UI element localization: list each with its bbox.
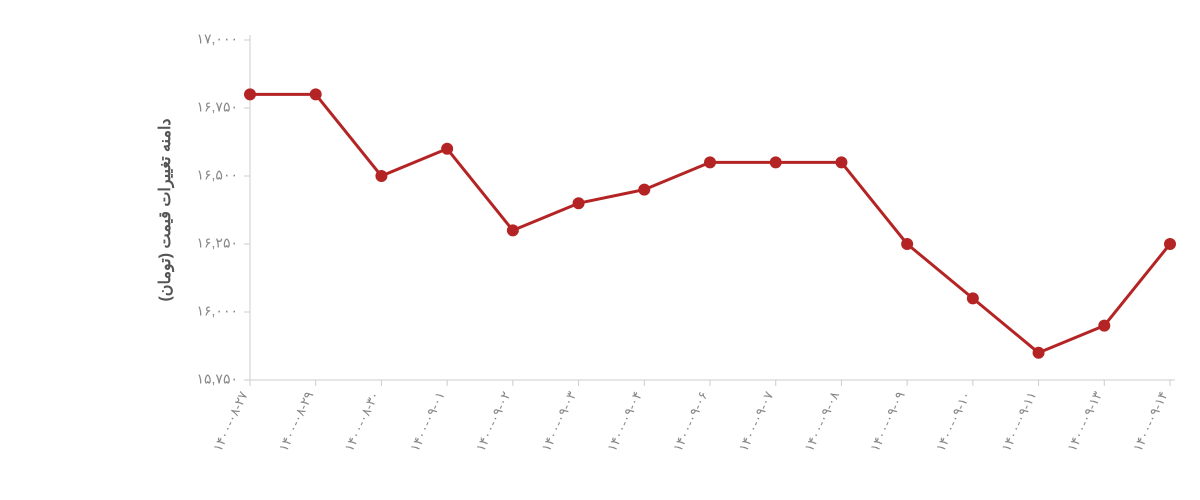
data-point[interactable] — [310, 89, 321, 100]
data-point[interactable] — [770, 157, 781, 168]
data-point[interactable] — [245, 89, 256, 100]
y-tick-label: ۱۶,۷۵۰ — [197, 99, 239, 115]
data-point[interactable] — [1099, 320, 1110, 331]
data-point[interactable] — [573, 198, 584, 209]
y-tick-label: ۱۶,۰۰۰ — [197, 303, 239, 319]
data-point[interactable] — [376, 171, 387, 182]
data-point[interactable] — [967, 293, 978, 304]
data-point[interactable] — [705, 157, 716, 168]
y-tick-label: ۱۶,۵۰۰ — [197, 167, 239, 183]
y-tick-label: ۱۶,۲۵۰ — [197, 235, 239, 251]
data-point[interactable] — [639, 184, 650, 195]
data-point[interactable] — [442, 143, 453, 154]
data-point[interactable] — [1165, 239, 1176, 250]
y-tick-label: ۱۷,۰۰۰ — [197, 31, 239, 47]
data-point[interactable] — [507, 225, 518, 236]
chart-svg: ۱۵,۷۵۰۱۶,۰۰۰۱۶,۲۵۰۱۶,۵۰۰۱۶,۷۵۰۱۷,۰۰۰۱۴۰۰… — [0, 0, 1200, 500]
price-chart: ۱۵,۷۵۰۱۶,۰۰۰۱۶,۲۵۰۱۶,۵۰۰۱۶,۷۵۰۱۷,۰۰۰۱۴۰۰… — [0, 0, 1200, 500]
y-tick-label: ۱۵,۷۵۰ — [197, 371, 239, 387]
data-point[interactable] — [902, 239, 913, 250]
data-point[interactable] — [836, 157, 847, 168]
y-axis-title: دامنه تغییرات قیمت (تومان) — [157, 118, 175, 301]
data-point[interactable] — [1033, 347, 1044, 358]
